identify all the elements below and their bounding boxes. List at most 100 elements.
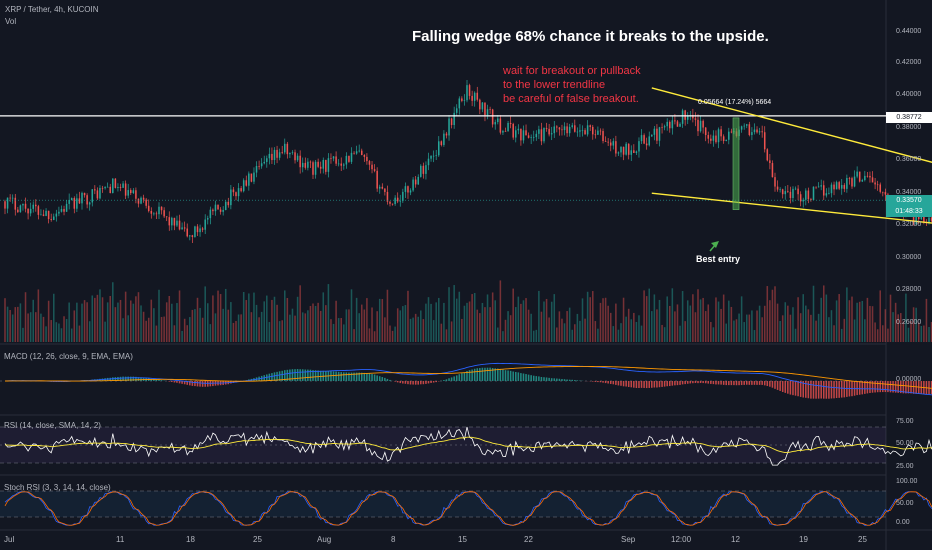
note-line-1[interactable]: wait for breakout or pullback xyxy=(503,65,641,77)
candle-body[interactable] xyxy=(830,184,833,194)
candle-body[interactable] xyxy=(335,156,337,164)
candle-body[interactable] xyxy=(751,132,753,136)
candle-body[interactable] xyxy=(345,155,348,165)
candle-body[interactable] xyxy=(448,118,450,136)
candle-body[interactable] xyxy=(710,138,712,141)
candle-body[interactable] xyxy=(625,143,627,155)
candle-body[interactable] xyxy=(758,131,761,133)
candle-body[interactable] xyxy=(884,192,887,195)
candle-body[interactable] xyxy=(199,228,201,233)
candle-body[interactable] xyxy=(545,127,548,129)
candle-body[interactable] xyxy=(88,202,91,205)
candle-body[interactable] xyxy=(109,186,112,193)
candle-body[interactable] xyxy=(871,177,874,183)
candle-body[interactable] xyxy=(458,98,461,109)
candle-body[interactable] xyxy=(799,194,802,202)
candle-body[interactable] xyxy=(543,127,545,142)
candle-body[interactable] xyxy=(330,158,332,159)
candle-body[interactable] xyxy=(450,118,453,125)
candle-body[interactable] xyxy=(209,209,212,219)
candle-body[interactable] xyxy=(627,143,630,155)
candle-body[interactable] xyxy=(4,201,6,209)
candle-body[interactable] xyxy=(437,141,440,156)
candle-body[interactable] xyxy=(307,161,309,168)
candle-body[interactable] xyxy=(232,189,235,193)
candle-body[interactable] xyxy=(874,182,876,185)
candle-body[interactable] xyxy=(702,120,704,128)
candle-body[interactable] xyxy=(50,219,52,220)
candle-body[interactable] xyxy=(314,161,317,175)
candle-body[interactable] xyxy=(194,226,196,237)
candle-body[interactable] xyxy=(268,153,271,159)
candle-body[interactable] xyxy=(571,125,574,127)
candle-body[interactable] xyxy=(217,204,219,210)
candle-body[interactable] xyxy=(40,214,42,216)
candle-body[interactable] xyxy=(561,129,563,131)
candle-body[interactable] xyxy=(106,186,109,188)
candle-body[interactable] xyxy=(68,199,70,204)
candle-body[interactable] xyxy=(404,186,407,192)
candle-body[interactable] xyxy=(820,185,822,187)
candle-body[interactable] xyxy=(597,130,599,135)
price-range-measure[interactable] xyxy=(732,117,740,210)
candle-body[interactable] xyxy=(299,155,301,168)
candle-body[interactable] xyxy=(822,185,825,196)
candle-body[interactable] xyxy=(122,183,124,188)
candle-body[interactable] xyxy=(278,152,281,158)
candle-body[interactable] xyxy=(260,163,263,167)
candle-body[interactable] xyxy=(17,209,19,213)
candle-body[interactable] xyxy=(774,177,776,187)
note-line-2[interactable]: to the lower trendline xyxy=(503,79,606,91)
candle-body[interactable] xyxy=(722,136,725,141)
candle-body[interactable] xyxy=(24,203,27,209)
candle-body[interactable] xyxy=(858,171,861,182)
candle-body[interactable] xyxy=(507,122,509,132)
candle-body[interactable] xyxy=(615,141,617,154)
candle-body[interactable] xyxy=(417,176,420,185)
candle-body[interactable] xyxy=(812,186,815,200)
candle-body[interactable] xyxy=(145,199,147,206)
candle-body[interactable] xyxy=(766,149,769,161)
candle-body[interactable] xyxy=(227,201,230,206)
candle-body[interactable] xyxy=(835,182,838,190)
candle-body[interactable] xyxy=(491,109,494,125)
candle-body[interactable] xyxy=(420,165,422,177)
candle-body[interactable] xyxy=(65,203,68,212)
candle-body[interactable] xyxy=(196,226,199,233)
candle-body[interactable] xyxy=(915,215,917,225)
candle-body[interactable] xyxy=(83,192,86,196)
candle-body[interactable] xyxy=(176,220,178,226)
candle-body[interactable] xyxy=(556,126,558,128)
candle-body[interactable] xyxy=(789,191,792,199)
candle-body[interactable] xyxy=(358,150,360,152)
candle-body[interactable] xyxy=(633,150,635,153)
candle-body[interactable] xyxy=(132,190,135,194)
candle-body[interactable] xyxy=(638,141,640,152)
candle-body[interactable] xyxy=(432,155,435,157)
candle-body[interactable] xyxy=(253,172,255,182)
candle-body[interactable] xyxy=(856,171,858,177)
candle-body[interactable] xyxy=(532,137,535,138)
candle-body[interactable] xyxy=(186,228,189,237)
candle-body[interactable] xyxy=(86,195,88,205)
candle-body[interactable] xyxy=(386,191,389,202)
candle-body[interactable] xyxy=(540,129,543,142)
candle-body[interactable] xyxy=(289,152,291,155)
candle-body[interactable] xyxy=(676,121,679,127)
candle-body[interactable] xyxy=(574,125,576,132)
candle-body[interactable] xyxy=(435,155,437,156)
candle-body[interactable] xyxy=(332,156,335,159)
candle-body[interactable] xyxy=(340,163,343,166)
candle-body[interactable] xyxy=(168,217,171,226)
candle-body[interactable] xyxy=(825,193,828,196)
candle-body[interactable] xyxy=(101,187,104,189)
candle-body[interactable] xyxy=(917,215,920,220)
candle-body[interactable] xyxy=(9,197,11,199)
candle-body[interactable] xyxy=(697,119,699,132)
candle-body[interactable] xyxy=(183,227,186,229)
candle-body[interactable] xyxy=(504,131,507,132)
candle-body[interactable] xyxy=(591,126,594,135)
candle-body[interactable] xyxy=(443,133,445,145)
candle-body[interactable] xyxy=(409,190,412,193)
